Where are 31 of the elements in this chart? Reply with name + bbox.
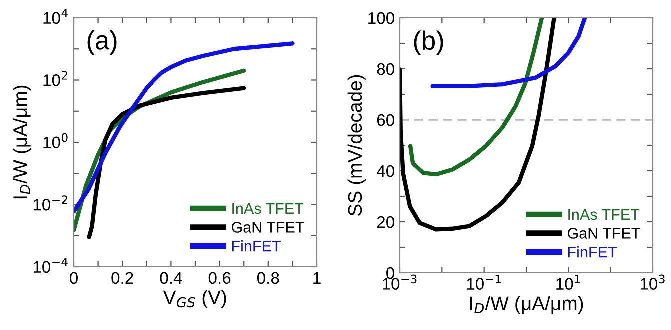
y-tick-label: 20 — [377, 216, 394, 228]
x-tick-label: 10$^{3}$ — [640, 274, 665, 290]
annotation: (b) — [414, 30, 444, 56]
x-axis-title: I$_{D}$/W (μA/μm) — [470, 296, 584, 314]
x-tick-label: 0.6 — [208, 272, 231, 284]
y-axis-title: SS (mV/decade) — [348, 75, 366, 216]
legend-label: GaN TFET — [568, 228, 640, 239]
y-tick-label: 10$^{4}$ — [44, 9, 68, 24]
x-tick-label: 10$^{1}$ — [556, 274, 580, 290]
x-tick-label: 0 — [70, 272, 78, 284]
y-tick-label: 60 — [377, 114, 394, 126]
x-tick-label: 0.4 — [160, 272, 182, 284]
y-tick-label: 100 — [368, 12, 394, 24]
y-tick-label: 10$^{0}$ — [44, 133, 68, 149]
y-tick-label: 80 — [377, 63, 394, 76]
legend-label: FinFET — [568, 246, 617, 258]
y-tick-label: 10$^{2}$ — [44, 71, 68, 86]
x-axis-title: V$_{GS}$ (V) — [163, 290, 226, 308]
x-tick-label: 10$^{−1}$ — [467, 274, 501, 290]
x-tick-label: 1 — [314, 272, 321, 284]
legend-label: GaN TFET — [232, 222, 304, 233]
y-tick-label: 40 — [376, 165, 394, 178]
legend-label: InAs TFET — [568, 209, 640, 220]
annotation: (a) — [88, 30, 117, 56]
y-axis-title: I$_{D}$/W (μA/μm) — [12, 86, 32, 199]
y-tick-label: 10$^{−4}$ — [34, 258, 68, 274]
x-tick-label: 0.8 — [257, 272, 280, 284]
legend-label: FinFET — [232, 240, 281, 252]
y-tick-label: 10$^{−2}$ — [34, 196, 68, 211]
legend-label: InAs TFET — [232, 203, 304, 214]
x-tick-label: 0.2 — [112, 272, 134, 284]
